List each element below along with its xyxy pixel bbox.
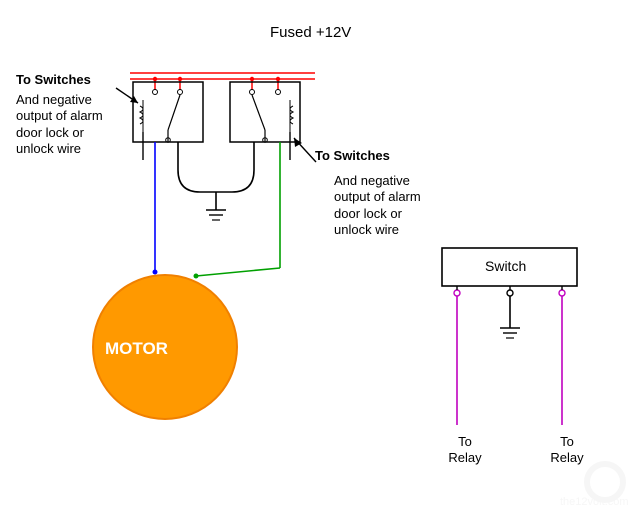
- rail-node-4: [276, 77, 280, 81]
- switch-term-mid: [507, 290, 513, 296]
- green-wire-h: [196, 268, 280, 276]
- switch-term-right: [559, 290, 565, 296]
- relay-ground-join: [178, 142, 254, 192]
- to-relay-right: To Relay: [542, 434, 592, 467]
- watermark: the12volt.com: [560, 464, 628, 508]
- switch-label: Switch: [485, 258, 526, 276]
- to-relay-left: To Relay: [440, 434, 490, 467]
- left-body: And negative output of alarm door lock o…: [16, 92, 121, 157]
- rail-node-2: [178, 77, 182, 81]
- rail-node-1: [153, 77, 157, 81]
- rail-node-3: [250, 77, 254, 81]
- motor-label: MOTOR: [105, 338, 168, 359]
- right-heading: To Switches: [315, 148, 390, 164]
- title: Fused +12V: [270, 24, 351, 43]
- svg-text:the12volt.com: the12volt.com: [560, 496, 628, 508]
- left-heading: To Switches: [16, 72, 91, 88]
- right-body: And negative output of alarm door lock o…: [334, 173, 439, 238]
- switch-term-left: [454, 290, 460, 296]
